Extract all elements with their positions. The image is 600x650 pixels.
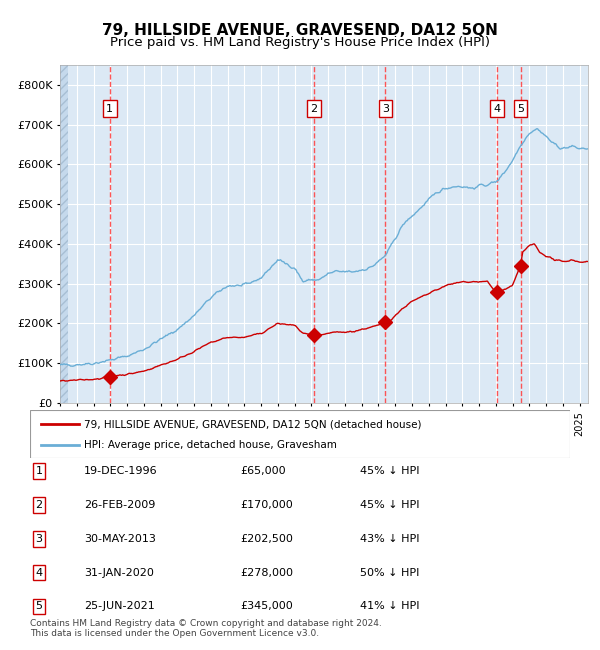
Text: 4: 4: [35, 567, 43, 578]
Text: 45% ↓ HPI: 45% ↓ HPI: [360, 500, 419, 510]
Text: £65,000: £65,000: [240, 466, 286, 476]
Text: 1: 1: [106, 104, 113, 114]
Text: Contains HM Land Registry data © Crown copyright and database right 2024.
This d: Contains HM Land Registry data © Crown c…: [30, 619, 382, 638]
Text: 5: 5: [517, 104, 524, 114]
Text: 26-FEB-2009: 26-FEB-2009: [84, 500, 155, 510]
Text: 3: 3: [35, 534, 43, 544]
Text: 50% ↓ HPI: 50% ↓ HPI: [360, 567, 419, 578]
Text: Price paid vs. HM Land Registry's House Price Index (HPI): Price paid vs. HM Land Registry's House …: [110, 36, 490, 49]
Text: 41% ↓ HPI: 41% ↓ HPI: [360, 601, 419, 612]
Text: HPI: Average price, detached house, Gravesham: HPI: Average price, detached house, Grav…: [84, 439, 337, 450]
Text: 79, HILLSIDE AVENUE, GRAVESEND, DA12 5QN (detached house): 79, HILLSIDE AVENUE, GRAVESEND, DA12 5QN…: [84, 419, 421, 429]
Text: 19-DEC-1996: 19-DEC-1996: [84, 466, 158, 476]
Text: 2: 2: [310, 104, 317, 114]
Text: 3: 3: [382, 104, 389, 114]
Text: £345,000: £345,000: [240, 601, 293, 612]
FancyBboxPatch shape: [30, 410, 570, 458]
Text: £202,500: £202,500: [240, 534, 293, 544]
Text: 5: 5: [35, 601, 43, 612]
Text: 31-JAN-2020: 31-JAN-2020: [84, 567, 154, 578]
Text: 79, HILLSIDE AVENUE, GRAVESEND, DA12 5QN: 79, HILLSIDE AVENUE, GRAVESEND, DA12 5QN: [102, 23, 498, 38]
Text: £278,000: £278,000: [240, 567, 293, 578]
Text: 30-MAY-2013: 30-MAY-2013: [84, 534, 156, 544]
Text: 4: 4: [494, 104, 501, 114]
Text: 1: 1: [35, 466, 43, 476]
Text: 2: 2: [35, 500, 43, 510]
Text: 25-JUN-2021: 25-JUN-2021: [84, 601, 155, 612]
Text: 43% ↓ HPI: 43% ↓ HPI: [360, 534, 419, 544]
Text: 45% ↓ HPI: 45% ↓ HPI: [360, 466, 419, 476]
Text: £170,000: £170,000: [240, 500, 293, 510]
